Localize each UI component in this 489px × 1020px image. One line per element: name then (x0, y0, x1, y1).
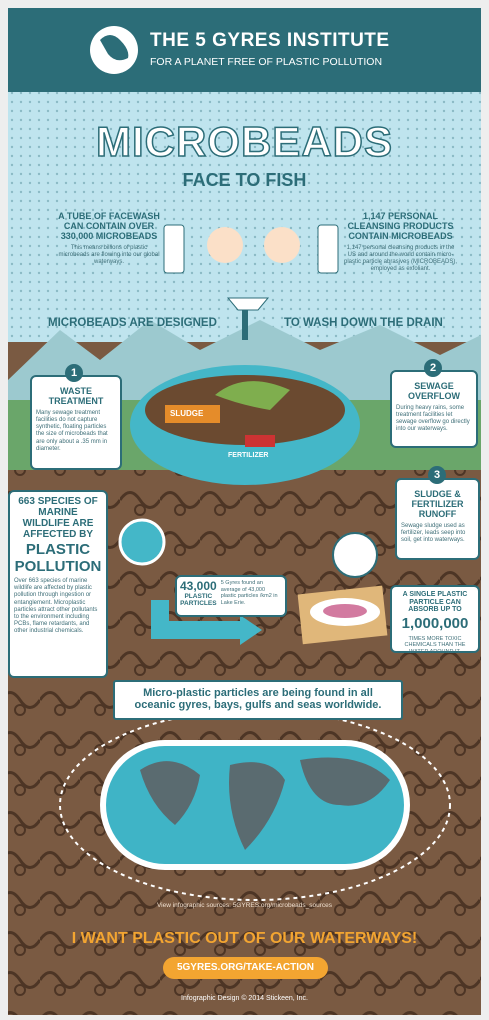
hero-subtitle: FACE TO FISH (0, 170, 489, 191)
step-body: Sewage sludge used as fertilizer, leads … (401, 523, 474, 545)
wildlife-big: PLASTIC POLLUTION (14, 542, 102, 575)
lake-number: 43,000 (180, 580, 217, 593)
absorb-number: 1,000,000 (396, 616, 474, 633)
cta: I WANT PLASTIC OUT OF OUR WATERWAYS! (0, 930, 489, 948)
org-tagline: FOR A PLANET FREE OF PLASTIC POLLUTION (150, 56, 382, 68)
banner-left: MICROBEADS ARE DESIGNED (48, 317, 217, 329)
intro-body: 1,147 personal cleansing products in the… (343, 245, 458, 274)
wildlife-heading: 663 SPECIES OF MARINE WILDLIFE ARE AFFEC… (14, 496, 102, 540)
action-button[interactable]: 5GYRES.ORG/TAKE-ACTION (163, 957, 328, 979)
wildlife-body: Over 663 species of marine wildlife are … (14, 578, 102, 636)
fertilizer-label: FERTILIZER (228, 452, 268, 459)
intro-heading: 1,147 PERSONAL CLEANSING PRODUCTS CONTAI… (343, 212, 458, 242)
oceans-text: Micro-plastic particles are being found … (125, 687, 391, 711)
banner-right: TO WASH DOWN THE DRAIN (284, 317, 443, 329)
hero-title: MICROBEADS (0, 118, 489, 166)
sources: View infographic sources: 5GYRES.org/mic… (0, 902, 489, 909)
infographic: THE 5 GYRES INSTITUTE FOR A PLANET FREE … (0, 0, 489, 1020)
step-title: WASTE TREATMENT (36, 387, 116, 407)
step-body: During heavy rains, some treatment facil… (396, 405, 472, 434)
step-title: SEWAGE OVERFLOW (396, 382, 472, 402)
lake-unit: PLASTIC PARTICLES (180, 593, 217, 607)
step-number: 3 (428, 466, 446, 484)
step-body: Many sewage treatment facilities do not … (36, 410, 116, 453)
absorb-body: TIMES MORE TOXIC CHEMICALS THAN THE WATE… (396, 636, 474, 656)
intro-body: This means billions of plastic microbead… (55, 245, 163, 267)
intro-heading: A TUBE OF FACEWASH CAN CONTAIN OVER 330,… (55, 212, 163, 242)
org-title: THE 5 GYRES INSTITUTE (150, 30, 390, 52)
absorb-heading: A SINGLE PLASTIC PARTICLE CAN ABSORB UP … (396, 591, 474, 614)
sludge-label: SLUDGE (170, 409, 203, 418)
step-title: SLUDGE & FERTILIZER RUNOFF (401, 490, 474, 520)
step-number: 2 (424, 359, 442, 377)
credit: Infographic Design © 2014 Stickeen, Inc. (0, 995, 489, 1002)
step-number: 1 (65, 364, 83, 382)
lake-body: 5 Gyres found an average of 43,000 plast… (221, 580, 282, 612)
